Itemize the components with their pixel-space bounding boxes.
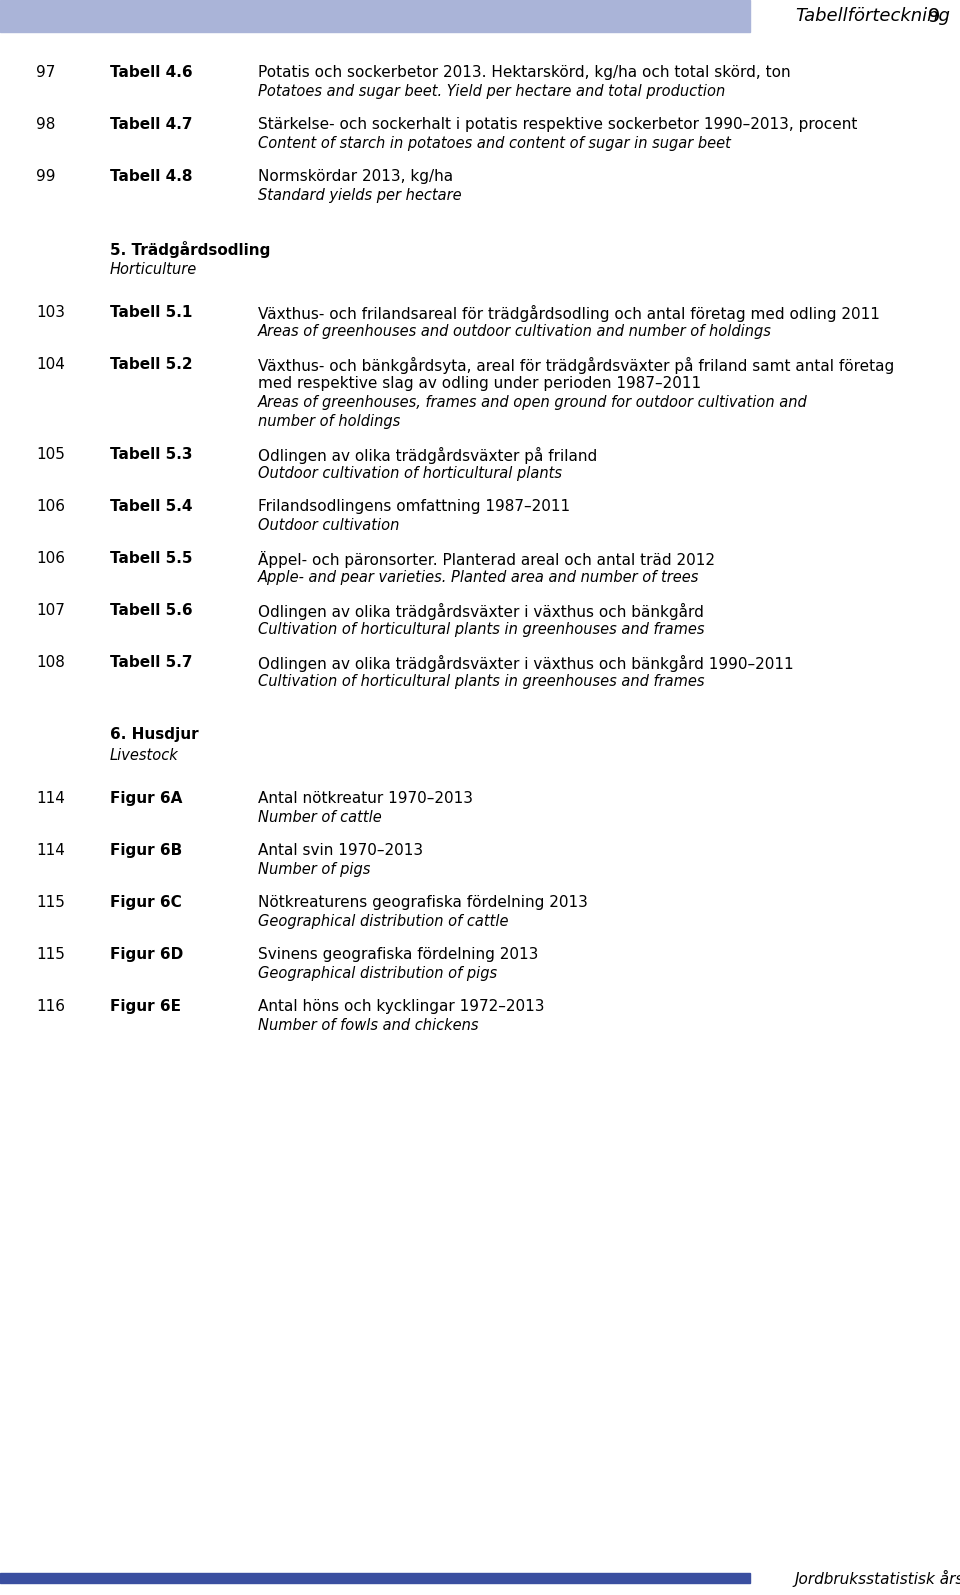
Text: Number of pigs: Number of pigs [258,861,371,877]
Text: Odlingen av olika trädgårdsväxter i växthus och bänkgård: Odlingen av olika trädgårdsväxter i växt… [258,603,704,620]
Bar [0,1573,750,1582]
Text: Antal svin 1970–2013: Antal svin 1970–2013 [258,844,423,858]
Text: Tabell 4.6: Tabell 4.6 [110,65,193,80]
Text: Cultivation of horticultural plants in greenhouses and frames: Cultivation of horticultural plants in g… [258,675,705,689]
Text: Figur 6C: Figur 6C [110,895,181,911]
Text: med respektive slag av odling under perioden 1987–2011: med respektive slag av odling under peri… [258,376,701,391]
Text: Växthus- och bänkgårdsyta, areal för trädgårdsväxter på friland samt antal föret: Växthus- och bänkgårdsyta, areal för trä… [258,357,895,373]
Text: Stärkelse- och sockerhalt i potatis respektive sockerbetor 1990–2013, procent: Stärkelse- och sockerhalt i potatis resp… [258,116,857,132]
Text: Odlingen av olika trädgårdsväxter i växthus och bänkgård 1990–2011: Odlingen av olika trädgårdsväxter i växt… [258,656,794,671]
Text: Livestock: Livestock [110,748,179,762]
Text: Number of cattle: Number of cattle [258,810,382,825]
Text: Jordbruksstatistisk årsbok 2014: Jordbruksstatistisk årsbok 2014 [795,1569,960,1587]
Text: Tabell 5.3: Tabell 5.3 [110,447,193,463]
Text: Tabell 4.8: Tabell 4.8 [110,169,193,183]
Text: Odlingen av olika trädgårdsväxter på friland: Odlingen av olika trädgårdsväxter på fri… [258,447,597,464]
Text: Geographical distribution of pigs: Geographical distribution of pigs [258,967,497,981]
Text: Antal nötkreatur 1970–2013: Antal nötkreatur 1970–2013 [258,791,473,805]
Text: Normskördar 2013, kg/ha: Normskördar 2013, kg/ha [258,169,453,183]
Text: 5. Trädgårdsodling: 5. Trädgårdsodling [110,241,271,258]
Text: Svinens geografiska fördelning 2013: Svinens geografiska fördelning 2013 [258,947,539,962]
Text: 116: 116 [36,998,65,1014]
Text: 114: 114 [36,844,65,858]
Text: 114: 114 [36,791,65,805]
Text: 104: 104 [36,357,65,372]
Text: Äppel- och päronsorter. Planterad areal och antal träd 2012: Äppel- och päronsorter. Planterad areal … [258,550,715,568]
Text: number of holdings: number of holdings [258,415,400,429]
Text: Tabell 5.2: Tabell 5.2 [110,357,193,372]
Text: 98: 98 [36,116,56,132]
Text: 105: 105 [36,447,65,463]
Text: 106: 106 [36,499,65,514]
Text: Cultivation of horticultural plants in greenhouses and frames: Cultivation of horticultural plants in g… [258,622,705,636]
Text: Tabellförteckning: Tabellförteckning [795,6,949,26]
Text: Antal höns och kycklingar 1972–2013: Antal höns och kycklingar 1972–2013 [258,998,544,1014]
Text: 106: 106 [36,550,65,566]
Text: Figur 6E: Figur 6E [110,998,181,1014]
Text: Nötkreaturens geografiska fördelning 2013: Nötkreaturens geografiska fördelning 201… [258,895,588,911]
Text: Outdoor cultivation: Outdoor cultivation [258,518,399,533]
Bar [0,0,750,32]
Text: Content of starch in potatoes and content of sugar in sugar beet: Content of starch in potatoes and conten… [258,136,731,152]
Text: Tabell 5.1: Tabell 5.1 [110,305,192,321]
Text: 108: 108 [36,656,65,670]
Text: 9: 9 [927,6,940,26]
Text: Tabell 5.7: Tabell 5.7 [110,656,193,670]
Text: 103: 103 [36,305,65,321]
Text: 115: 115 [36,947,65,962]
Text: Geographical distribution of cattle: Geographical distribution of cattle [258,914,509,928]
Text: Apple- and pear varieties. Planted area and number of trees: Apple- and pear varieties. Planted area … [258,569,700,585]
Text: Tabell 5.6: Tabell 5.6 [110,603,193,617]
Text: 99: 99 [36,169,56,183]
Text: Växthus- och frilandsareal för trädgårdsodling och antal företag med odling 2011: Växthus- och frilandsareal för trädgårds… [258,305,880,322]
Text: Outdoor cultivation of horticultural plants: Outdoor cultivation of horticultural pla… [258,466,562,482]
Text: Figur 6B: Figur 6B [110,844,182,858]
Text: Tabell 4.7: Tabell 4.7 [110,116,193,132]
Text: 97: 97 [36,65,56,80]
Text: 6. Husdjur: 6. Husdjur [110,727,199,742]
Text: Potatis och sockerbetor 2013. Hektarskörd, kg/ha och total skörd, ton: Potatis och sockerbetor 2013. Hektarskör… [258,65,791,80]
Text: Tabell 5.5: Tabell 5.5 [110,550,193,566]
Text: Number of fowls and chickens: Number of fowls and chickens [258,1018,478,1034]
Text: Potatoes and sugar beet. Yield per hectare and total production: Potatoes and sugar beet. Yield per hecta… [258,85,725,99]
Text: Figur 6D: Figur 6D [110,947,183,962]
Text: 115: 115 [36,895,65,911]
Text: Figur 6A: Figur 6A [110,791,182,805]
Text: Frilandsodlingens omfattning 1987–2011: Frilandsodlingens omfattning 1987–2011 [258,499,570,514]
Text: Areas of greenhouses, frames and open ground for outdoor cultivation and: Areas of greenhouses, frames and open gr… [258,396,807,410]
Text: Tabell 5.4: Tabell 5.4 [110,499,193,514]
Text: Standard yields per hectare: Standard yields per hectare [258,188,462,203]
Text: Areas of greenhouses and outdoor cultivation and number of holdings: Areas of greenhouses and outdoor cultiva… [258,324,772,340]
Text: 107: 107 [36,603,65,617]
Text: Horticulture: Horticulture [110,262,197,278]
